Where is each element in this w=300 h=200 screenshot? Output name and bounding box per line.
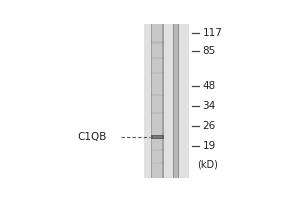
Bar (151, 94, 164, 96)
Text: 19: 19 (202, 141, 216, 151)
Bar (173, 24, 179, 178)
Bar (145, 24, 189, 178)
Bar (151, 57, 164, 59)
Bar (173, 24, 174, 178)
Bar (151, 149, 164, 151)
Bar (151, 24, 152, 178)
Text: C1QB: C1QB (78, 132, 107, 142)
Text: 26: 26 (202, 121, 216, 131)
Text: 117: 117 (202, 28, 223, 38)
Bar (151, 112, 164, 114)
Bar (178, 24, 179, 178)
Bar (151, 72, 164, 74)
Text: 85: 85 (202, 46, 216, 56)
Bar (151, 24, 164, 178)
Bar (151, 135, 164, 139)
Text: (kD): (kD) (197, 160, 218, 170)
Bar (151, 162, 164, 164)
Bar (151, 41, 164, 44)
Text: 34: 34 (202, 101, 216, 111)
Bar (153, 136, 162, 138)
Text: 48: 48 (202, 81, 216, 91)
Bar (162, 24, 164, 178)
